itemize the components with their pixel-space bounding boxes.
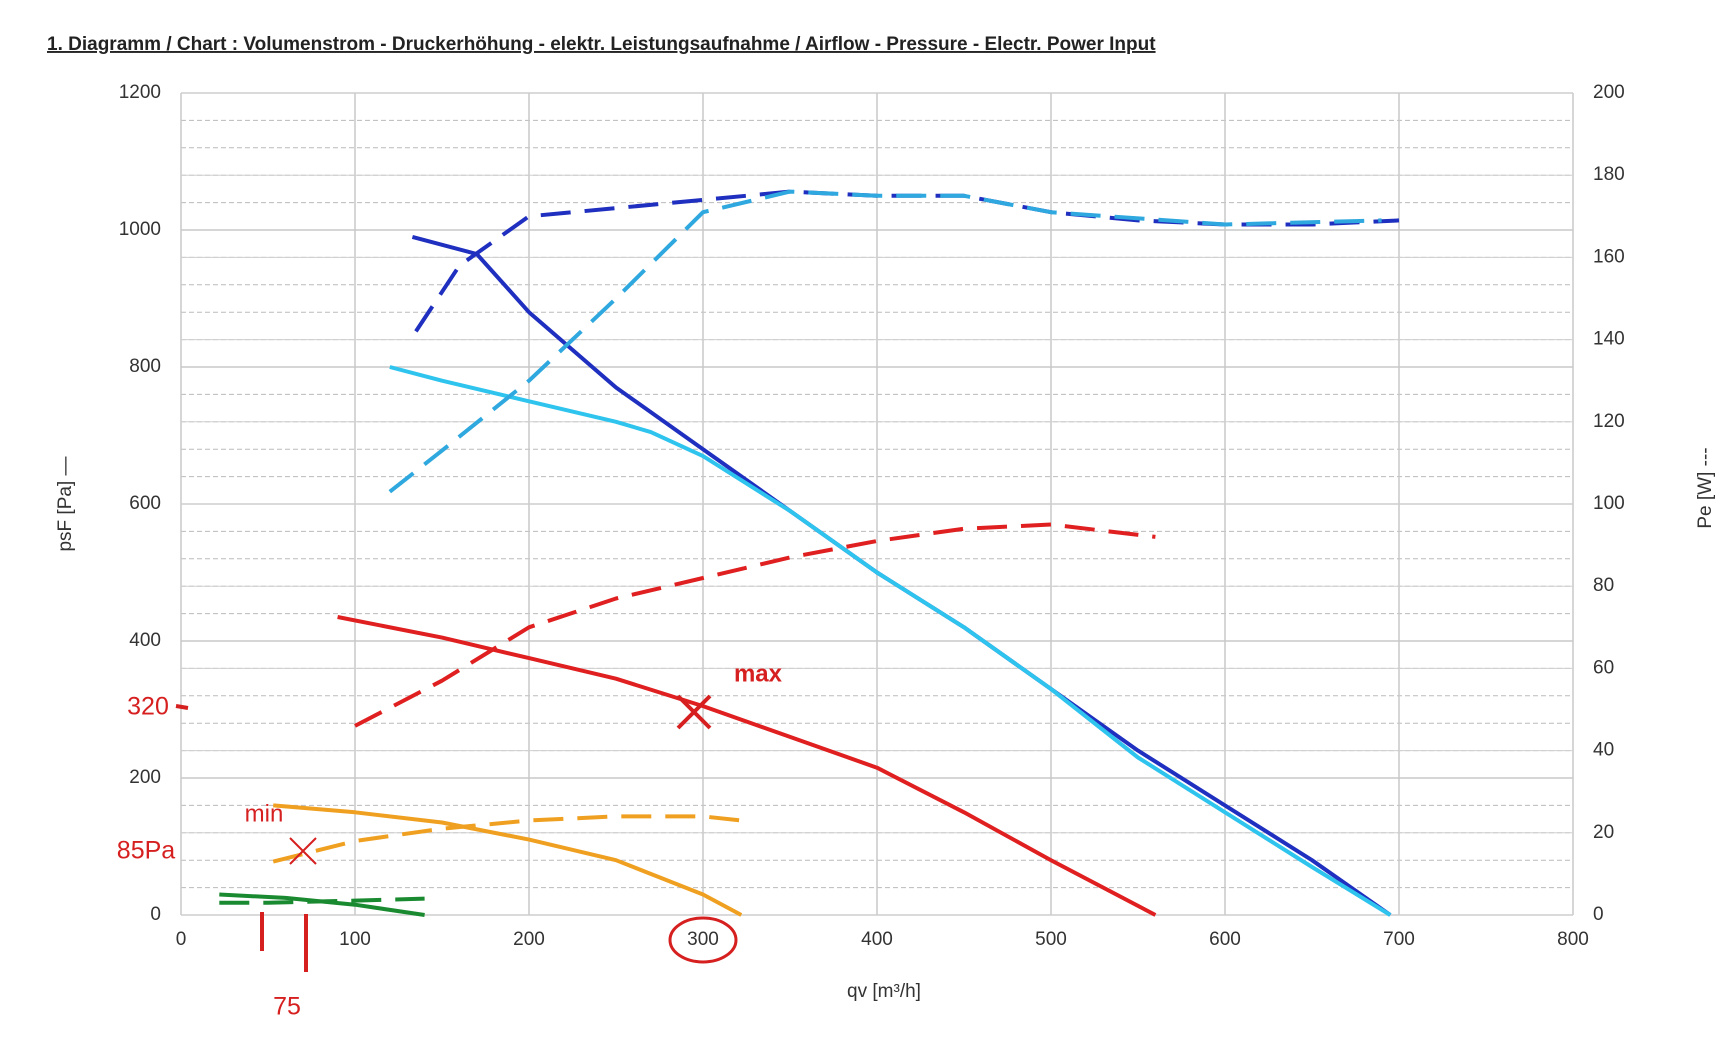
x-tick-label: 300 <box>687 929 719 950</box>
annotation: 75 <box>273 993 301 1021</box>
chart-title: 1. Diagramm / Chart : Volumenstrom - Dru… <box>47 34 1156 55</box>
series-line <box>273 803 743 917</box>
y-tick-label: 600 <box>129 493 161 514</box>
series-line <box>388 189 1382 494</box>
annotation: 85Pa <box>117 837 175 865</box>
y-tick-label: 1200 <box>119 82 161 103</box>
x-tick-label: 200 <box>513 929 545 950</box>
annotation: 320 <box>127 693 169 721</box>
x-tick-label: 600 <box>1209 929 1241 950</box>
x-tick-label: 100 <box>339 929 371 950</box>
series-line <box>389 365 1392 917</box>
y2-tick-label: 120 <box>1593 411 1625 432</box>
y2-tick-label: 0 <box>1593 904 1604 925</box>
series-line <box>411 234 1392 917</box>
y2-axis-label: Pe [W] --- <box>1695 447 1716 528</box>
x-tick-label: 800 <box>1557 929 1589 950</box>
annotation: min <box>245 800 284 827</box>
series-line <box>219 892 425 917</box>
annotation: max <box>734 660 783 687</box>
annotation-mark <box>676 694 712 730</box>
y-tick-label: 0 <box>150 904 161 925</box>
y2-tick-label: 180 <box>1593 164 1625 185</box>
y-tick-label: 200 <box>129 767 161 788</box>
series-line <box>272 814 742 864</box>
x-tick-label: 400 <box>861 929 893 950</box>
y2-tick-label: 80 <box>1593 575 1614 596</box>
annotation-mark <box>289 837 317 865</box>
y-axis-label: psF [Pa] — <box>55 456 76 551</box>
y2-tick-label: 160 <box>1593 246 1625 267</box>
x-axis-label: qv [m³/h] <box>847 981 921 1002</box>
series-line <box>354 522 1156 728</box>
x-tick-label: 0 <box>176 929 187 950</box>
y2-tick-label: 40 <box>1593 740 1614 761</box>
y-tick-label: 1000 <box>119 219 161 240</box>
annotation-mark <box>668 916 738 964</box>
x-tick-label: 500 <box>1035 929 1067 950</box>
y2-tick-label: 140 <box>1593 329 1625 350</box>
annotation-mark <box>175 704 308 972</box>
y2-tick-label: 60 <box>1593 657 1614 678</box>
series-line <box>337 615 1157 917</box>
x-tick-label: 700 <box>1383 929 1415 950</box>
series-line <box>414 189 1400 333</box>
y2-tick-label: 20 <box>1593 822 1614 843</box>
series-line <box>219 896 425 905</box>
y2-tick-label: 200 <box>1593 82 1625 103</box>
y-tick-label: 400 <box>129 630 161 651</box>
y2-tick-label: 100 <box>1593 493 1625 514</box>
y-tick-label: 800 <box>129 356 161 377</box>
